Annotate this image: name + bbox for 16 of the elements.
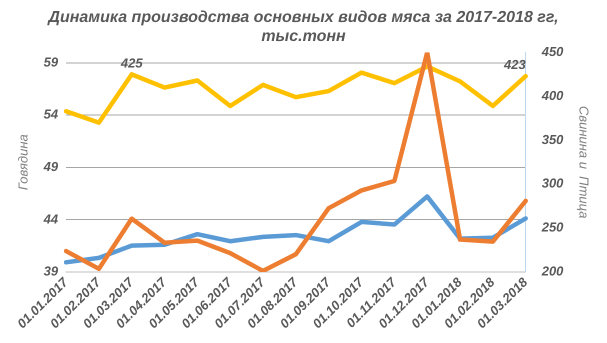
data-label: 423 [503, 57, 526, 72]
chart-title: Динамика производства основных видов мяса за 2017-2018 гг, тыс.тонн [46, 9, 559, 46]
y-tick-label: 49 [42, 158, 59, 174]
y2-tick-label: 250 [540, 220, 564, 235]
y2-axis-title: Свинина и Птица [576, 106, 592, 218]
y2-tick-label: 300 [542, 176, 564, 191]
y2-tick-label: 200 [540, 264, 564, 279]
y2-tick-label: 350 [542, 132, 564, 147]
y2-tick-label: 400 [540, 88, 564, 103]
y-tick-label: 39 [44, 264, 59, 279]
y-axis-title: Говядина [15, 134, 30, 190]
y2-tick-label: 450 [540, 44, 564, 59]
y-tick-label: 54 [44, 106, 59, 122]
y-tick-label: 59 [44, 54, 59, 70]
y-tick-label: 44 [42, 211, 59, 226]
data-label: 425 [120, 55, 144, 70]
